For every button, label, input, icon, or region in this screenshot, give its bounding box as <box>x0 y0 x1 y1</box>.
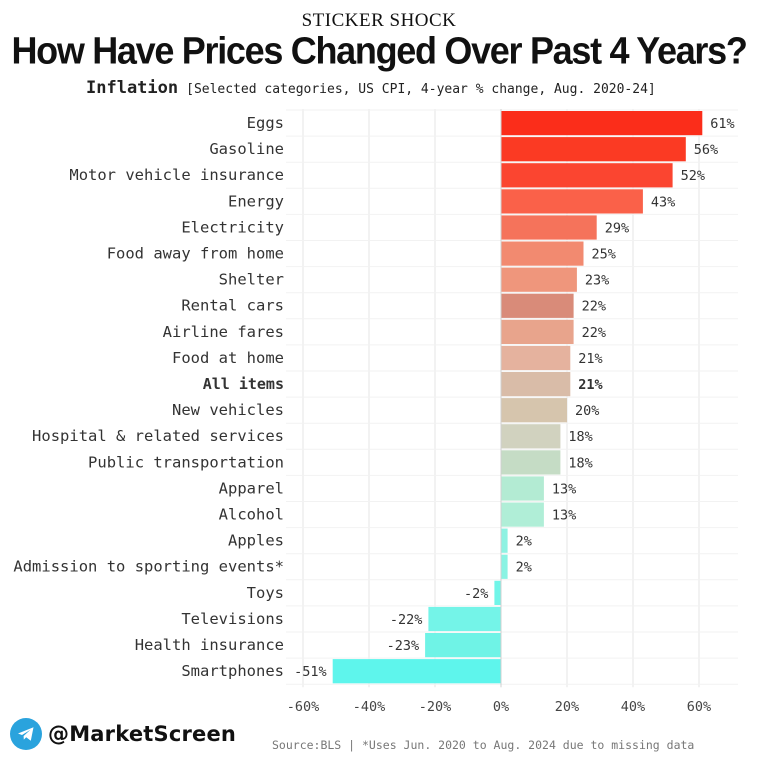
bar <box>494 580 501 605</box>
value-label: 21% <box>578 377 603 393</box>
category-label: Shelter <box>219 271 284 289</box>
category-label: Apples <box>228 532 284 550</box>
bar <box>501 424 561 449</box>
value-label: 2% <box>516 560 532 576</box>
category-label: All items <box>203 375 284 393</box>
bar <box>501 293 574 318</box>
bar <box>501 111 703 136</box>
value-label: 18% <box>568 429 592 445</box>
value-label: 61% <box>710 116 734 132</box>
bar <box>501 189 643 214</box>
value-label: 20% <box>575 403 599 419</box>
value-label: -22% <box>390 612 423 628</box>
value-label: -2% <box>464 586 488 602</box>
bar <box>501 398 567 423</box>
chart-title: How Have Prices Changed Over Past 4 Year… <box>11 28 747 72</box>
x-tick-label: -20% <box>419 699 452 715</box>
value-label: 13% <box>552 508 576 524</box>
chart-subtitle: Inflation [Selected categories, US CPI, 4… <box>86 78 656 98</box>
category-label: Toys <box>247 584 284 602</box>
category-label: Gasoline <box>209 140 284 158</box>
chart-kicker: STICKER SHOCK <box>301 10 457 31</box>
bar <box>501 137 686 162</box>
bar-chart: Eggs 61% Gasoline 56% Motor vehicle insuranc… <box>13 109 738 715</box>
telegram-icon <box>10 718 42 750</box>
value-label: 23% <box>585 273 609 289</box>
bar <box>501 319 574 344</box>
subtitle-detail: [Selected categories, US CPI, 4-year % c… <box>186 82 656 97</box>
value-label: 25% <box>592 247 616 263</box>
category-label: Motor vehicle insurance <box>69 166 284 184</box>
category-label: Energy <box>228 192 284 210</box>
x-tick-label: 60% <box>687 699 711 715</box>
bar <box>501 528 508 553</box>
x-tick-label: 0% <box>493 699 509 715</box>
value-label: 13% <box>552 481 576 497</box>
bar <box>501 241 584 266</box>
brand-handle: @MarketScreen <box>10 718 236 750</box>
value-label: 21% <box>578 351 602 367</box>
handle-text: @MarketScreen <box>48 722 237 746</box>
category-label: Televisions <box>181 610 284 628</box>
value-label: 56% <box>694 142 718 158</box>
value-label: 2% <box>516 534 532 550</box>
x-tick-label: 40% <box>621 699 645 715</box>
category-label: Hospital & related services <box>32 427 284 445</box>
value-label: 18% <box>568 455 592 471</box>
bar <box>501 215 597 240</box>
category-label: Electricity <box>181 218 284 236</box>
bar <box>428 606 501 632</box>
category-label: Rental cars <box>181 297 284 315</box>
category-label: New vehicles <box>172 401 284 419</box>
value-label: 22% <box>582 325 606 341</box>
category-label: Alcohol <box>219 506 284 524</box>
bar <box>501 502 544 527</box>
bar <box>501 554 508 579</box>
bar <box>332 659 501 684</box>
category-label: Admission to sporting events* <box>13 558 284 576</box>
source-note: Source:BLS | *Uses Jun. 2020 to Aug. 202… <box>272 738 695 752</box>
category-label: Health insurance <box>135 636 284 654</box>
value-label: 43% <box>651 194 675 210</box>
x-tick-label: -60% <box>287 699 320 715</box>
category-label: Public transportation <box>88 453 284 471</box>
x-tick-label: 20% <box>555 699 579 715</box>
value-label: 29% <box>605 220 629 236</box>
subtitle-strong: Inflation <box>86 78 179 98</box>
value-label: -23% <box>387 638 420 654</box>
bar <box>501 476 544 501</box>
bar <box>501 163 673 188</box>
bar <box>425 633 501 658</box>
category-label: Apparel <box>219 479 284 497</box>
x-tick-label: -40% <box>353 699 386 715</box>
bar <box>501 267 577 292</box>
bar <box>501 450 561 475</box>
value-label: 52% <box>681 168 705 184</box>
category-label: Airline fares <box>163 323 284 341</box>
bar <box>501 372 571 397</box>
category-label: Eggs <box>247 114 284 132</box>
category-label: Food at home <box>172 349 284 367</box>
category-label: Smartphones <box>181 662 284 680</box>
bar <box>501 345 571 371</box>
value-label: 22% <box>582 299 606 315</box>
category-label: Food away from home <box>107 245 284 263</box>
value-label: -51% <box>294 664 327 680</box>
